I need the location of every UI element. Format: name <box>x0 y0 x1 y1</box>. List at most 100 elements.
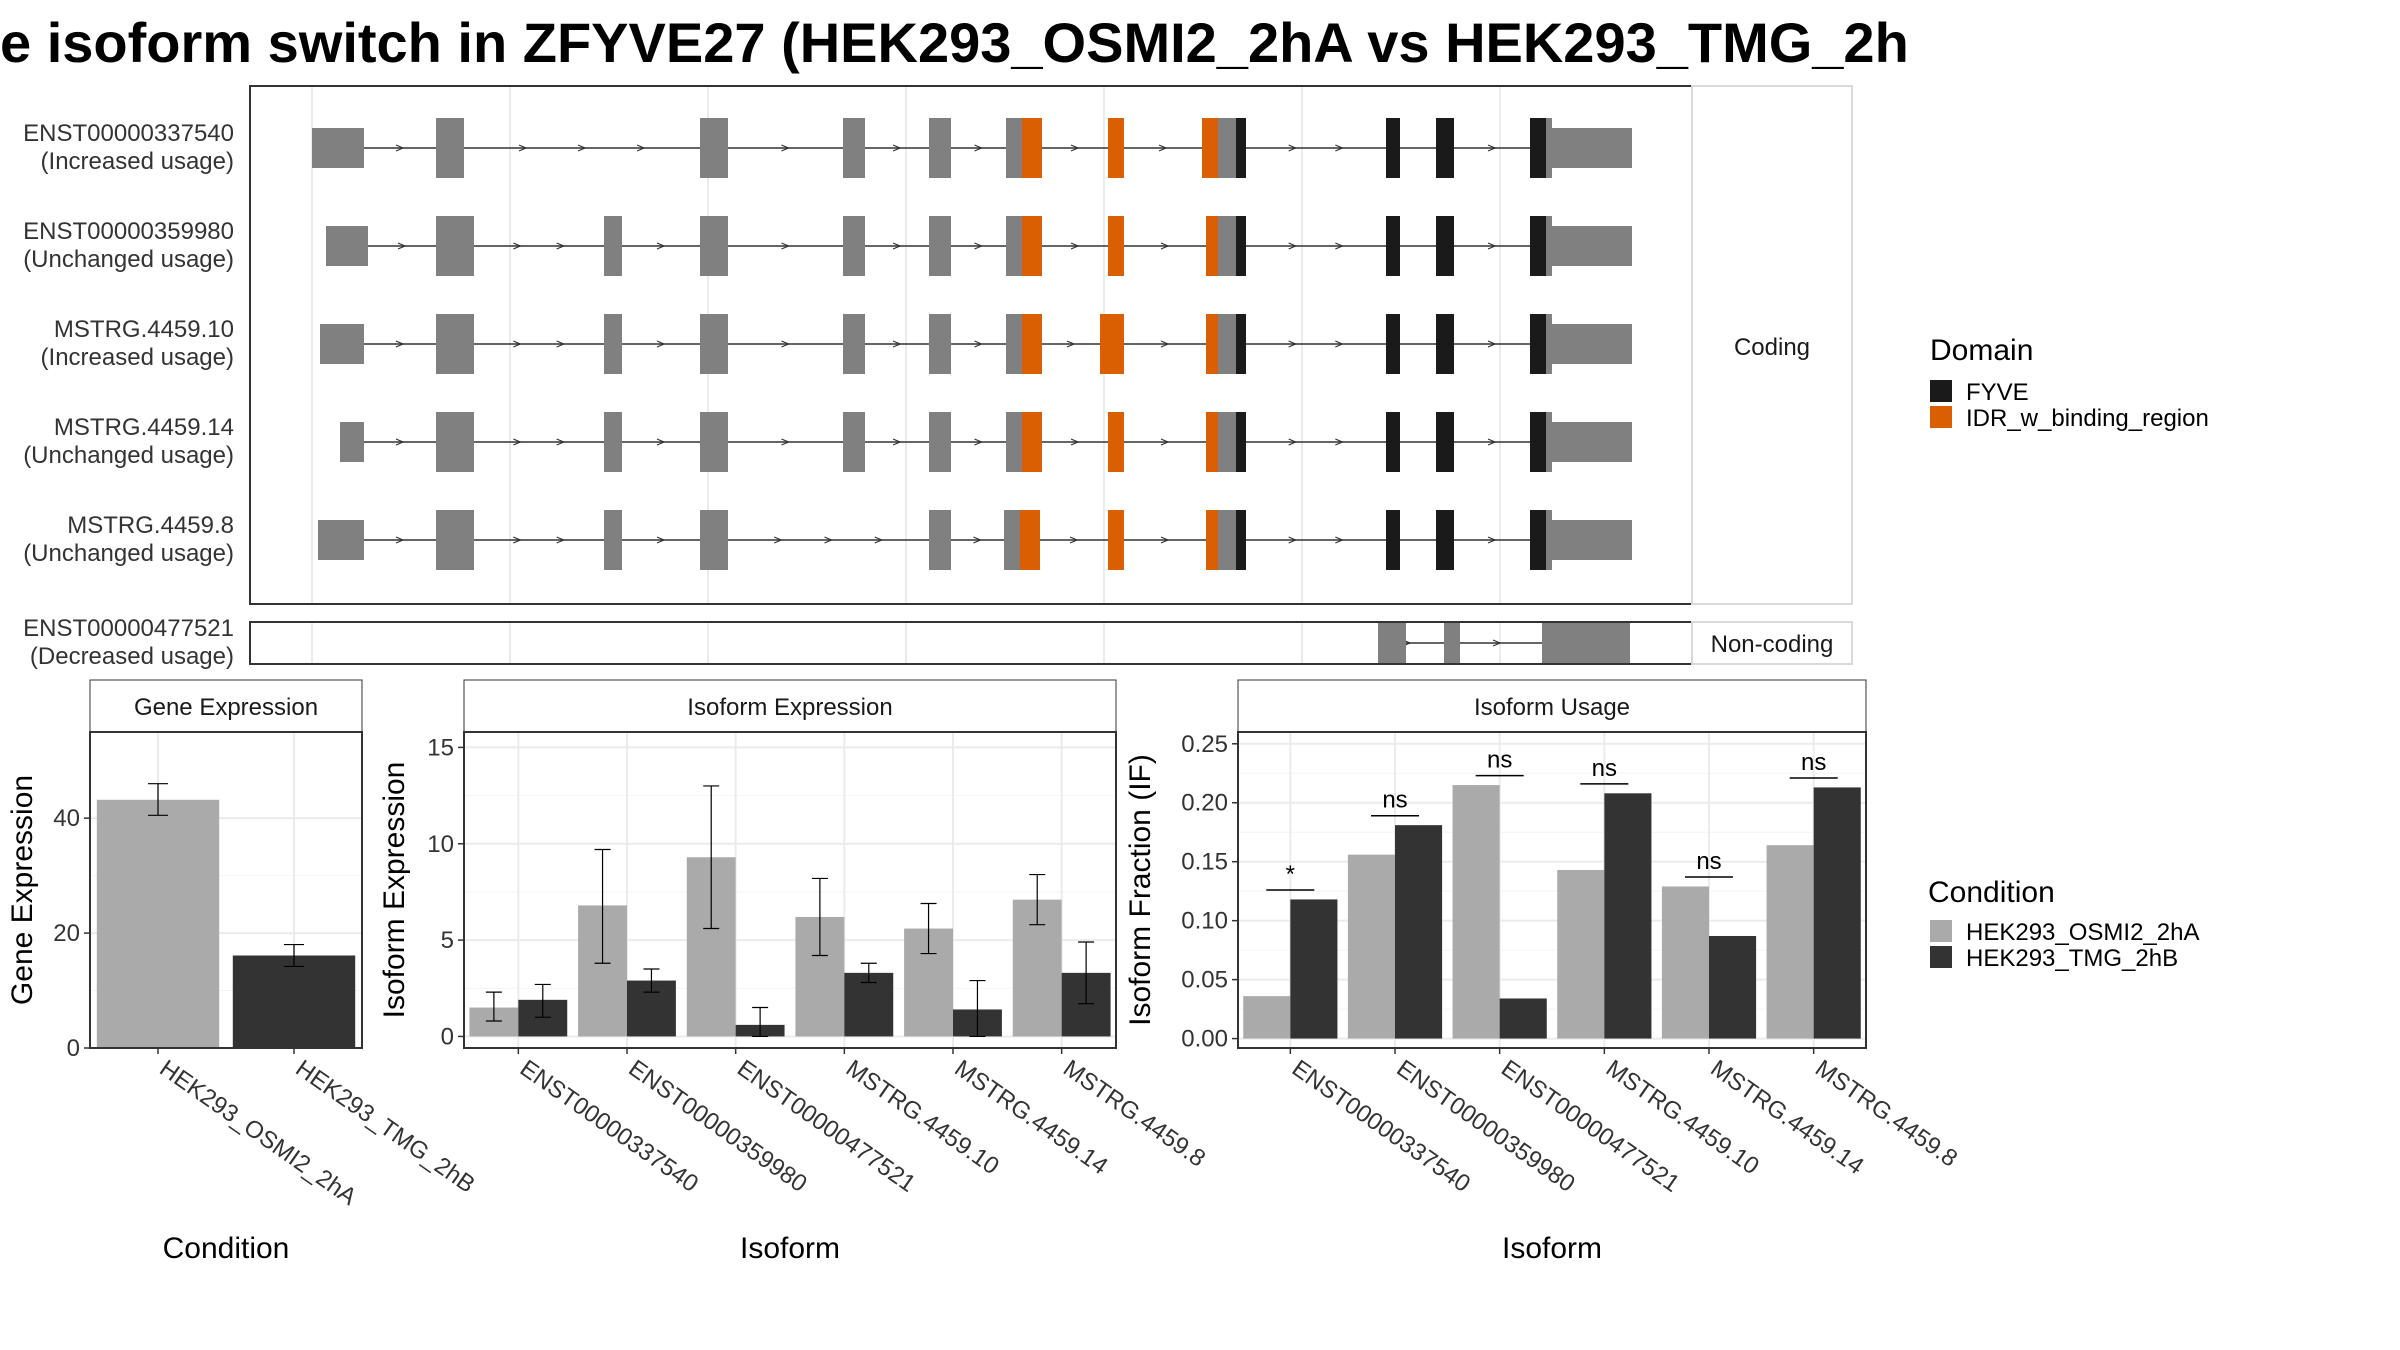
exon <box>929 510 951 570</box>
exon <box>700 314 728 374</box>
intron-arrow <box>1070 242 1080 250</box>
panel-border <box>463 731 1117 1049</box>
fyve-domain-exon <box>1530 412 1546 472</box>
intron-arrow <box>1070 144 1080 152</box>
exon <box>1006 314 1022 374</box>
intron-arrow <box>1487 242 1497 250</box>
exon <box>929 216 951 276</box>
intron-arrow <box>1070 438 1080 446</box>
intron-arrow <box>556 242 566 250</box>
intron-arrow <box>513 438 522 446</box>
idr-domain-exon <box>1100 314 1124 374</box>
isoform-label-id: ENST00000477521 <box>23 615 234 642</box>
exon <box>1546 216 1552 276</box>
x-axis-title: Isoform <box>740 1232 840 1265</box>
exon <box>1218 216 1236 276</box>
fyve-domain-exon <box>1436 216 1454 276</box>
exon <box>320 324 364 364</box>
intron-arrow <box>1487 536 1497 544</box>
idr-domain-exon <box>1206 412 1218 472</box>
fyve-domain-exon <box>1530 118 1546 178</box>
significance-label: * <box>1286 861 1295 888</box>
legend-key-idr_w_binding_region <box>1930 406 1952 428</box>
bar <box>1604 793 1652 1039</box>
fyve-domain-exon <box>1436 314 1454 374</box>
isoform-label-status: (Unchanged usage) <box>23 442 234 469</box>
y-tick-label: 20 <box>53 920 80 947</box>
y-tick-label: 0 <box>441 1023 454 1050</box>
fyve-domain-exon <box>1386 216 1400 276</box>
intron-arrow <box>395 340 405 348</box>
bar <box>1347 854 1395 1039</box>
isoform-label-status: (Unchanged usage) <box>23 540 234 567</box>
intron-arrow <box>1160 536 1170 544</box>
legend-label-condition: HEK293_TMG_2hB <box>1966 945 2178 972</box>
fyve-domain-exon <box>1436 412 1454 472</box>
intron-arrow <box>781 438 791 446</box>
exon <box>436 314 474 374</box>
intron-arrow <box>656 536 666 544</box>
y-tick-label: 0.10 <box>1181 908 1228 935</box>
exon <box>843 412 865 472</box>
exon <box>318 520 364 560</box>
intron-arrow <box>1335 242 1344 250</box>
intron-arrow <box>636 144 646 152</box>
y-tick-label: 0.25 <box>1181 731 1228 758</box>
panel-background <box>464 732 1116 1048</box>
intron-arrow <box>1288 536 1298 544</box>
idr-domain-exon <box>1108 510 1124 570</box>
exon <box>1546 412 1552 472</box>
fyve-domain-exon <box>1236 510 1246 570</box>
intron-arrow <box>874 536 884 544</box>
intron-arrow <box>1335 438 1344 446</box>
intron-arrow <box>1160 438 1170 446</box>
panel-background <box>1238 732 1866 1048</box>
bar <box>232 955 356 1048</box>
intron-arrow <box>1487 438 1497 446</box>
fyve-domain-exon <box>1386 314 1400 374</box>
idr-domain-exon <box>1206 314 1218 374</box>
isoform-label-id: MSTRG.4459.10 <box>54 316 234 343</box>
exon <box>700 412 728 472</box>
exon <box>1552 226 1632 266</box>
exon <box>340 422 364 462</box>
exon <box>436 412 474 472</box>
significance-label: ns <box>1592 755 1617 782</box>
intron-arrow <box>781 144 791 152</box>
y-axis-title: Isoform Fraction (IF) <box>1124 754 1157 1026</box>
fyve-domain-exon <box>1236 118 1246 178</box>
exon <box>843 118 865 178</box>
intron-arrow <box>973 536 983 544</box>
fyve-domain-exon <box>1436 510 1454 570</box>
exon <box>700 118 728 178</box>
significance-label: ns <box>1382 787 1407 814</box>
y-tick-label: 5 <box>441 927 454 954</box>
legend-label-domain: FYVE <box>1966 379 2029 406</box>
y-tick-label: 0.00 <box>1181 1026 1228 1053</box>
exon <box>1444 623 1460 663</box>
exon <box>843 216 865 276</box>
panel-strip-label: Isoform Usage <box>1474 694 1630 721</box>
exon <box>1218 314 1236 374</box>
intron-arrow <box>577 144 587 152</box>
intron-arrow <box>513 340 522 348</box>
strip-coding <box>1691 85 1853 605</box>
intron-arrow <box>1288 144 1298 152</box>
exon <box>929 412 951 472</box>
idr-domain-exon <box>1108 118 1124 178</box>
intron-arrow <box>1288 438 1298 446</box>
intron-arrow <box>974 438 984 446</box>
isoform-label-status: (Increased usage) <box>41 148 234 175</box>
intron-arrow <box>974 144 984 152</box>
intron-arrow <box>824 536 834 544</box>
legend-key-condition <box>1930 920 1952 942</box>
y-tick-label: 0.20 <box>1181 790 1228 817</box>
significance-label: ns <box>1801 749 1826 776</box>
fyve-domain-exon <box>1386 118 1400 178</box>
y-tick-label: 10 <box>427 831 454 858</box>
intron-arrow <box>892 242 902 250</box>
exon <box>1552 422 1632 462</box>
exon <box>929 314 951 374</box>
bar <box>1557 869 1605 1039</box>
